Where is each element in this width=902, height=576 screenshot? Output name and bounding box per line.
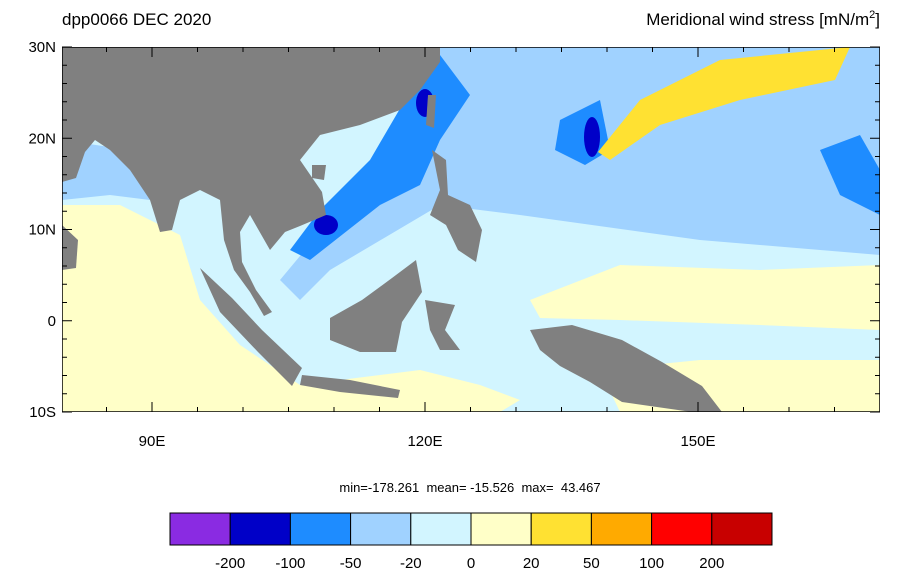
colorbar-box (169, 512, 231, 546)
field-pos (62, 205, 300, 412)
field-neg2 (820, 135, 880, 215)
lat-label: 0 (48, 313, 56, 330)
colorbar-label: -100 (275, 555, 305, 572)
field-pos (530, 265, 880, 330)
colorbar-label: 50 (583, 555, 600, 572)
colorbar-box (470, 512, 532, 546)
field-neg3 (584, 117, 600, 157)
title-sup: 2 (869, 9, 875, 21)
colorbar-label: -20 (400, 555, 422, 572)
lon-label: 150E (680, 433, 715, 450)
title-text: Meridional wind stress [mN/m (646, 10, 869, 29)
colorbar-label: 0 (467, 555, 475, 572)
colorbar-label: 20 (523, 555, 540, 572)
map-field (62, 47, 880, 412)
colorbar-box (229, 512, 291, 546)
colorbar-label: 100 (639, 555, 664, 572)
colorbar-box (350, 512, 412, 546)
field-pos2 (598, 47, 850, 160)
colorbar-box (651, 512, 713, 546)
title-left: dpp0066 DEC 2020 (62, 10, 211, 29)
title-right: Meridional wind stress [mN/m2] (646, 9, 880, 29)
lat-label: 20N (28, 130, 56, 147)
colorbar-box (590, 512, 653, 546)
colorbar-box (289, 512, 352, 546)
field-pos (300, 370, 520, 412)
field-neg3 (314, 215, 338, 235)
lon-label: 90E (139, 433, 166, 450)
colorbar-box (530, 512, 592, 546)
lat-label: 10S (29, 404, 56, 421)
colorbar-box (410, 512, 472, 546)
title-suffix: ] (875, 10, 880, 29)
colorbar: -200 -100 -50 -20 0 20 50 100 200 (169, 512, 773, 572)
colorbar-label: -200 (215, 555, 245, 572)
colorbar-box (711, 512, 773, 546)
lon-label: 120E (407, 433, 442, 450)
colorbar-label: 200 (699, 555, 724, 572)
lat-label: 30N (28, 39, 56, 56)
colorbar-label: -50 (340, 555, 362, 572)
lat-label: 10N (28, 222, 56, 239)
stats-line: min=-178.261 mean= -15.526 max= 43.467 (339, 480, 600, 495)
map-axes: 30N 20N 10N 0 10S 90E 120E 150E (28, 39, 880, 450)
land (62, 47, 722, 412)
